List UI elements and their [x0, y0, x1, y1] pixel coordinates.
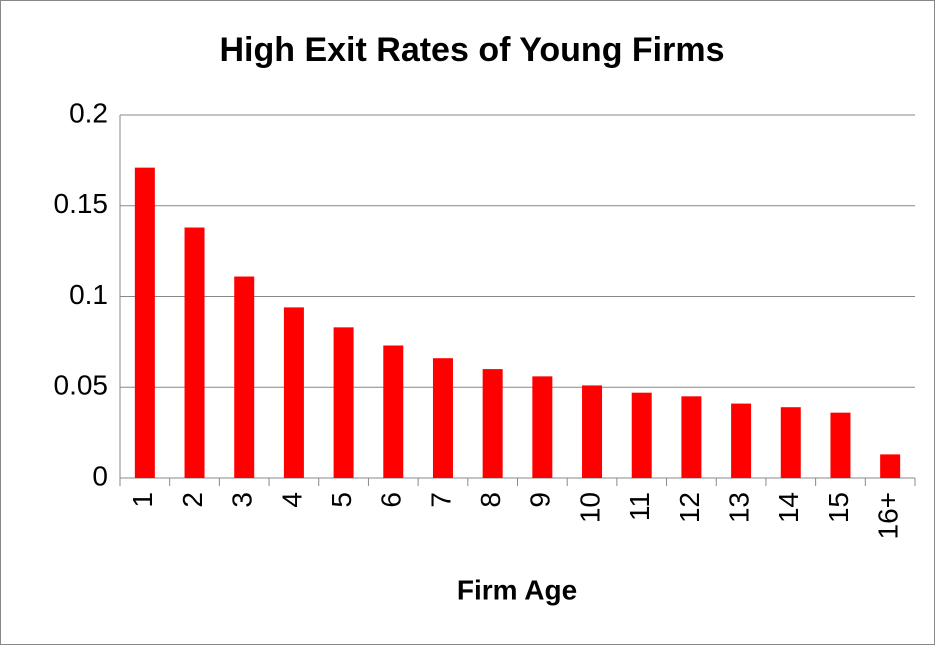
bar — [582, 385, 603, 478]
x-tick-label: 4 — [276, 492, 307, 508]
bar — [283, 307, 304, 478]
x-tick-label: 2 — [177, 492, 208, 508]
x-tick-label: 10 — [574, 492, 605, 523]
chart-title: High Exit Rates of Young Firms — [219, 31, 724, 69]
bar — [880, 454, 901, 478]
x-tick-label: 14 — [773, 492, 804, 523]
y-tick-label: 0 — [92, 460, 108, 491]
y-tick-label: 0.2 — [69, 97, 108, 128]
bar — [482, 369, 503, 478]
x-tick-label: 3 — [227, 492, 258, 508]
x-tick-label: 9 — [525, 492, 556, 508]
bar — [681, 396, 702, 478]
x-tick-label: 6 — [376, 492, 407, 508]
x-tick-label: 5 — [326, 492, 357, 508]
x-tick-label: 12 — [674, 492, 705, 523]
bar — [731, 403, 752, 478]
bar — [333, 327, 354, 478]
x-axis-title: Firm Age — [457, 574, 577, 605]
bar — [184, 227, 205, 478]
bar — [432, 358, 453, 478]
x-tick-label: 16+ — [873, 492, 904, 540]
y-tick-label: 0.05 — [54, 370, 109, 401]
x-tick-label: 7 — [425, 492, 456, 508]
y-tick-label: 0.1 — [69, 279, 108, 310]
bar — [532, 376, 553, 478]
x-tick-label: 1 — [127, 492, 158, 508]
bar — [830, 412, 851, 478]
x-tick-label: 15 — [823, 492, 854, 523]
x-tick-label: 8 — [475, 492, 506, 508]
bar — [780, 407, 801, 478]
bar — [631, 392, 652, 478]
x-tick-label: 13 — [723, 492, 754, 523]
bar — [234, 276, 255, 478]
bar — [134, 167, 155, 478]
bar — [383, 345, 404, 478]
x-tick-label: 11 — [624, 492, 655, 521]
y-tick-label: 0.15 — [54, 188, 109, 219]
